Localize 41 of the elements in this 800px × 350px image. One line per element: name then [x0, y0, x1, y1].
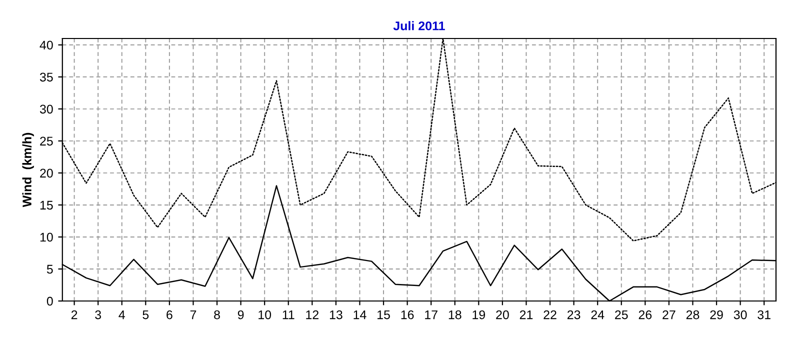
- x-tick-label: 5: [142, 310, 149, 320]
- x-tick-label: 9: [238, 310, 244, 320]
- x-tick-label: 22: [544, 310, 556, 320]
- y-tick-label: 0: [46, 296, 53, 306]
- x-tick-label: 25: [615, 310, 628, 320]
- y-tick-label: 40: [40, 40, 53, 50]
- y-tick-label: 35: [40, 72, 53, 82]
- x-tick-label: 13: [330, 310, 342, 320]
- x-tick-label: 16: [401, 310, 414, 320]
- x-tick-label: 28: [686, 310, 700, 320]
- x-tick-label: 10: [258, 310, 272, 320]
- x-tick-label: 21: [520, 310, 533, 320]
- x-tick-label: 14: [354, 310, 366, 320]
- x-tick-label: 8: [214, 310, 220, 320]
- x-tick-label: 31: [758, 310, 770, 320]
- x-tick-label: 15: [378, 310, 390, 320]
- y-tick-label: 5: [46, 264, 53, 274]
- x-tick-label: 20: [496, 310, 509, 320]
- x-tick-label: 12: [306, 310, 318, 320]
- x-tick-label: 3: [95, 310, 102, 320]
- x-tick-label: 29: [710, 310, 723, 320]
- x-tick-label: 2: [71, 310, 78, 320]
- x-tick-label: 27: [662, 310, 676, 320]
- x-tick-label: 7: [190, 310, 196, 320]
- x-tick-label: 11: [282, 310, 294, 320]
- x-tick-label: 18: [448, 310, 462, 320]
- y-tick-label: 10: [40, 232, 53, 242]
- x-tick-label: 24: [591, 310, 604, 320]
- x-tick-label: 23: [567, 310, 580, 320]
- x-tick-label: 4: [118, 310, 125, 320]
- x-tick-label: 30: [734, 310, 747, 320]
- x-tick-label: 17: [425, 310, 438, 320]
- x-tick-label: 6: [166, 310, 172, 320]
- y-tick-label: 25: [40, 136, 53, 146]
- y-axis-title: Wind (km/h): [22, 132, 34, 208]
- y-tick-label: 20: [40, 168, 53, 178]
- x-tick-label: 26: [638, 310, 652, 320]
- y-tick-label: 15: [40, 200, 53, 210]
- y-tick-label: 30: [40, 104, 53, 114]
- chart-title: Juli 2011: [393, 21, 445, 30]
- x-tick-label: 19: [472, 310, 486, 320]
